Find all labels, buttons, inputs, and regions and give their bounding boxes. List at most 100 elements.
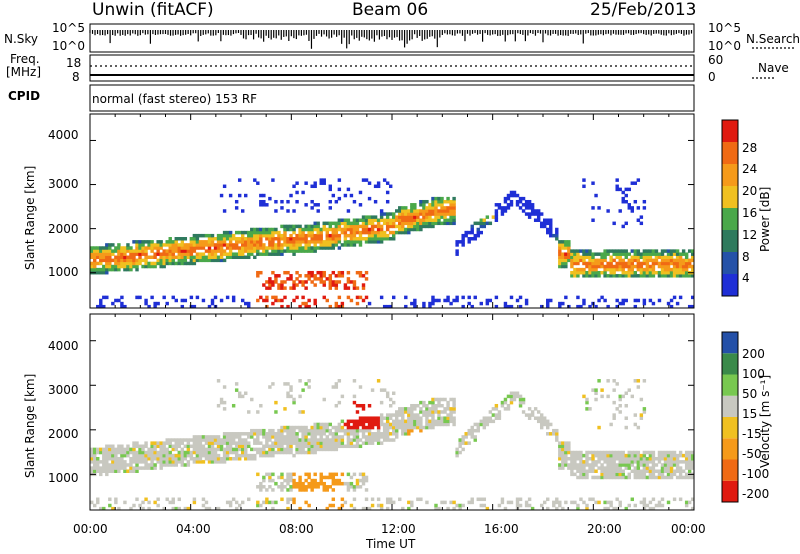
velocity-cell <box>192 460 197 464</box>
velocity-cell <box>334 472 339 477</box>
velocity-cell <box>331 478 336 483</box>
power-cell <box>573 255 577 260</box>
velocity-cell <box>259 447 263 452</box>
power-cell <box>286 240 290 244</box>
power-cell <box>588 261 592 266</box>
velocity-cell <box>231 435 236 439</box>
power-colorbar-swatch <box>722 186 738 208</box>
velocity-cell <box>244 444 248 449</box>
power-cell <box>334 233 339 238</box>
power-cell <box>277 298 281 303</box>
power-cell <box>536 218 541 222</box>
velocity-cell <box>171 456 175 461</box>
velocity-cell <box>509 400 514 405</box>
power-cell <box>346 218 351 222</box>
velocity-cell <box>310 441 314 445</box>
velocity-cell <box>247 441 251 445</box>
power-cell <box>298 274 302 278</box>
power-cell <box>111 249 115 253</box>
velocity-cell <box>404 407 408 411</box>
power-cell <box>561 255 565 260</box>
velocity-cell <box>337 441 342 445</box>
power-cell <box>654 261 659 266</box>
velocity-cell <box>102 460 106 464</box>
power-cell <box>567 249 571 253</box>
velocity-cell <box>657 469 662 473</box>
power-cell <box>606 252 610 256</box>
power-cell <box>126 246 130 250</box>
velocity-cell <box>319 447 323 452</box>
freq-unit-label: [MHz] <box>6 65 42 79</box>
velocity-cell <box>497 416 502 420</box>
velocity-cell <box>627 503 631 508</box>
power-cell <box>138 255 142 260</box>
velocity-cell <box>651 497 656 502</box>
velocity-cell <box>213 460 218 464</box>
velocity-cell <box>573 500 577 505</box>
power-cell <box>355 237 360 241</box>
velocity-cell <box>277 428 281 433</box>
freq-label: Freq. <box>10 52 40 66</box>
velocity-cell <box>271 472 275 477</box>
velocity-cell <box>117 456 121 461</box>
velocity-cell <box>678 450 683 455</box>
velocity-cell <box>234 388 239 392</box>
power-cell <box>219 255 224 260</box>
velocity-cell <box>419 400 423 405</box>
velocity-cell <box>316 481 320 486</box>
velocity-cell <box>346 472 351 477</box>
velocity-cell <box>153 466 157 470</box>
xlabel: Time UT <box>366 537 416 551</box>
power-cell <box>364 230 369 235</box>
velocity-cell <box>666 500 671 505</box>
velocity-cell <box>313 438 317 442</box>
power-cell <box>247 246 251 250</box>
power-cell <box>319 277 323 281</box>
power-cell <box>343 218 348 222</box>
velocity-cell <box>684 460 689 464</box>
velocity-cell <box>241 453 245 458</box>
velocity-cell <box>543 419 547 424</box>
power-cell <box>428 301 432 306</box>
velocity-cell <box>573 460 577 464</box>
velocity-cell <box>213 441 218 445</box>
velocity-cell <box>440 403 444 408</box>
power-cell <box>588 274 592 278</box>
power-cell <box>298 230 302 235</box>
velocity-cell <box>331 475 336 480</box>
velocity-cell <box>452 403 456 408</box>
power-cell <box>150 261 154 266</box>
velocity-cell <box>334 425 339 430</box>
velocity-cell <box>114 460 118 464</box>
power-cell <box>147 243 151 247</box>
power-cell <box>385 224 390 229</box>
power-cell <box>225 255 230 260</box>
power-cell <box>425 206 429 210</box>
velocity-cell <box>213 435 218 439</box>
power-cell <box>231 243 236 247</box>
velocity-cell <box>618 469 622 473</box>
velocity-cell <box>138 453 142 458</box>
power-cell <box>660 252 665 256</box>
velocity-cell <box>367 416 372 420</box>
power-cell <box>331 240 336 244</box>
power-cell <box>153 304 157 309</box>
velocity-cell <box>401 422 405 427</box>
power-cell <box>105 249 109 253</box>
velocity-cell <box>509 391 514 396</box>
power-cell <box>467 295 471 300</box>
velocity-cell <box>334 478 339 483</box>
power-cell <box>612 267 616 272</box>
power-cell <box>105 261 109 266</box>
power-cell <box>331 237 336 241</box>
velocity-cell <box>482 422 487 427</box>
power-cell <box>225 230 230 235</box>
velocity-cell <box>567 444 571 449</box>
velocity-cell <box>177 453 181 458</box>
power-cell <box>310 224 314 229</box>
power-cell <box>253 240 257 244</box>
velocity-cell <box>585 453 589 458</box>
velocity-cell <box>244 453 248 458</box>
velocity-cell <box>108 469 112 473</box>
velocity-cell <box>292 481 296 486</box>
